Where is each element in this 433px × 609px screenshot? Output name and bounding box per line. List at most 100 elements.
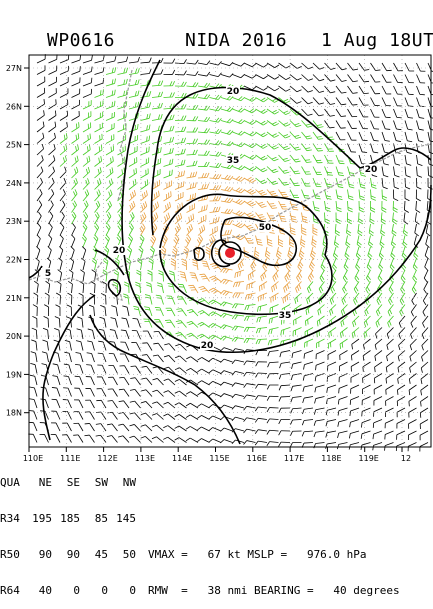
wind-barb: [244, 120, 256, 124]
wind-barb: [244, 189, 256, 194]
wind-barb: [371, 86, 380, 94]
wind-barb: [339, 385, 348, 393]
wind-barb: [119, 401, 129, 408]
wind-barb: [198, 61, 210, 65]
cell-se: 185: [52, 513, 80, 525]
wind-barb: [290, 420, 301, 425]
wind-barb: [72, 156, 79, 167]
wind-barb: [385, 431, 394, 439]
wind-barb: [37, 178, 43, 190]
wind-barb: [409, 420, 417, 429]
wind-barb: [415, 224, 419, 236]
wind-barb: [350, 408, 359, 416]
wind-barb: [83, 111, 91, 120]
wind-barb: [409, 374, 416, 384]
wind-barb: [152, 158, 161, 166]
wind-barb: [48, 246, 52, 258]
wind-barb: [336, 213, 341, 224]
wind-barb: [158, 270, 163, 281]
wind-barb: [106, 123, 114, 132]
wind-barb: [141, 136, 150, 144]
wind-barb: [305, 339, 313, 348]
wind-barb: [394, 178, 399, 189]
wind-barb: [393, 201, 397, 212]
wind-barb: [256, 213, 266, 220]
wind-barb: [210, 141, 222, 145]
wind-barb: [81, 258, 85, 270]
wind-barb: [49, 189, 54, 201]
wind-barb: [152, 402, 163, 408]
wind-barb: [417, 132, 424, 142]
wind-barb: [83, 67, 92, 75]
wind-barb: [221, 119, 233, 123]
wind-barb: [352, 339, 359, 349]
wind-barb: [67, 305, 72, 316]
contour-label: 50: [259, 223, 272, 233]
wind-barb: [279, 144, 290, 150]
lat-label: 19N: [6, 370, 22, 379]
wind-barb: [368, 247, 372, 259]
cell-ne: 195: [24, 513, 52, 525]
wind-barb: [371, 75, 381, 83]
wind-barb: [30, 375, 37, 385]
wind-barb: [72, 223, 76, 235]
wind-barb: [62, 435, 71, 443]
wind-barb: [302, 408, 313, 414]
wind-barb: [210, 73, 222, 77]
wind-barb: [106, 201, 112, 213]
wind-barb: [375, 351, 382, 361]
wind-barb: [198, 215, 206, 224]
wind-barb: [244, 177, 256, 182]
wind-barb: [86, 377, 95, 385]
wind-barb: [221, 130, 233, 134]
wind-barb: [106, 156, 113, 166]
wind-barb: [325, 213, 330, 224]
wind-barb: [164, 159, 173, 167]
wind-barb: [190, 273, 198, 282]
wind-barb: [96, 435, 106, 442]
wind-barb: [284, 282, 290, 293]
wind-barb: [221, 230, 232, 236]
wind-barb: [37, 88, 45, 98]
wind-barb: [42, 352, 49, 362]
wind-barb: [152, 81, 163, 86]
wind-barb: [347, 213, 351, 224]
wind-barb: [359, 213, 363, 224]
wind-barb: [265, 247, 270, 259]
wind-barb: [342, 293, 348, 305]
wind-barb: [120, 366, 129, 374]
wind-barb: [65, 329, 71, 339]
wind-barb: [425, 259, 428, 271]
wind-barb: [80, 281, 84, 293]
wind-barb: [376, 328, 382, 339]
wind-barb: [345, 247, 349, 259]
wind-barb: [375, 339, 382, 350]
wind-barb: [128, 235, 132, 247]
wind-barb: [339, 362, 347, 371]
wind-barb: [164, 126, 174, 132]
wind-barb: [333, 247, 337, 259]
wind-barb: [422, 339, 428, 350]
wind-barb: [332, 259, 336, 271]
wind-barb: [351, 362, 359, 371]
wind-barb: [336, 86, 346, 93]
wind-barb: [244, 167, 256, 171]
wind-barb: [129, 190, 136, 201]
wind-barb: [268, 351, 279, 357]
wind-barb: [279, 374, 290, 380]
wind-barb: [394, 121, 402, 130]
wind-barb: [370, 213, 374, 225]
wind-barb: [244, 327, 255, 331]
wind-barb: [267, 178, 278, 185]
wind-barb: [358, 224, 362, 236]
wind-barb: [221, 141, 233, 145]
wind-barb: [87, 353, 95, 362]
wind-barb: [141, 425, 152, 431]
wind-barb: [233, 188, 245, 193]
cell-se: 90: [52, 549, 80, 561]
wind-barb: [109, 354, 118, 362]
wind-barb: [382, 109, 391, 118]
wind-barb: [256, 121, 268, 126]
wind-barb: [378, 270, 382, 282]
